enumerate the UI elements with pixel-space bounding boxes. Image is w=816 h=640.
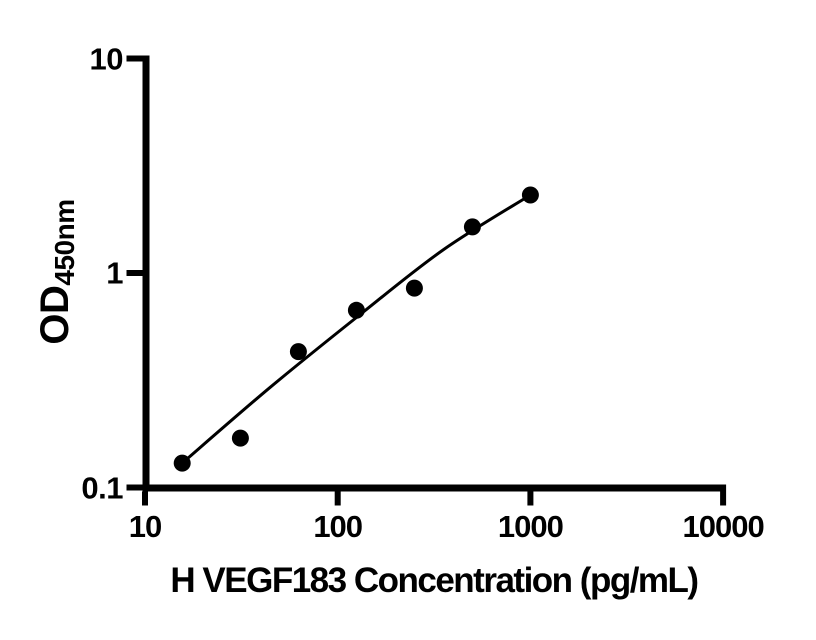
fitted-curve	[180, 193, 532, 465]
y-tick-mark	[126, 55, 143, 62]
data-point	[463, 218, 481, 236]
data-point	[347, 301, 365, 319]
x-tick-mark	[334, 491, 341, 506]
x-axis-title: H VEGF183 Concentration (pg/mL)	[170, 561, 699, 600]
data-point	[173, 454, 191, 472]
y-axis-line	[142, 55, 150, 492]
x-tick-mark	[527, 491, 534, 506]
x-axis-line	[142, 484, 727, 492]
data-point	[231, 429, 249, 447]
data-point	[289, 343, 307, 361]
y-tick-mark	[126, 484, 143, 491]
data-point	[521, 186, 539, 204]
data-point	[405, 279, 423, 297]
y-axis-title: OD450nm	[33, 199, 80, 345]
y-axis-title-subscript: 450nm	[49, 199, 80, 286]
y-tick-mark	[126, 270, 143, 276]
x-tick-mark	[142, 491, 148, 506]
y-axis-title-main: OD	[33, 285, 77, 345]
x-tick-mark	[720, 491, 727, 506]
